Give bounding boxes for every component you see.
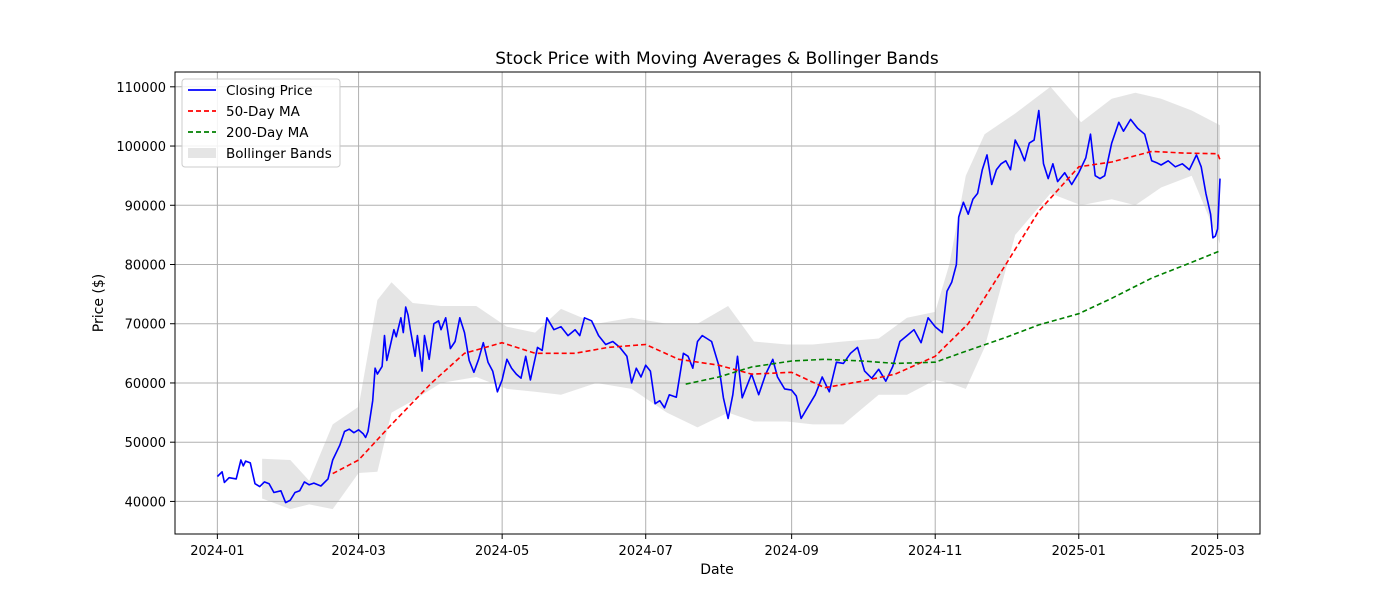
y-tick-label: 60000 — [125, 377, 166, 392]
ma200-line — [685, 250, 1221, 385]
y-tick-label: 40000 — [125, 495, 166, 510]
y-axis-title: Price ($) — [91, 274, 107, 332]
legend-label-bollinger-bands: Bollinger Bands — [226, 146, 332, 162]
x-tick-label: 2025-01 — [1052, 544, 1106, 559]
y-tick-label: 50000 — [125, 436, 166, 451]
x-tick-label: 2024-01 — [190, 544, 244, 559]
y-tick-label: 80000 — [125, 259, 166, 274]
legend-key-bollinger-bands — [188, 148, 216, 158]
ma50-line — [332, 150, 1221, 475]
plot-frame — [174, 71, 1261, 535]
legend-label-closing-price: Closing Price — [226, 83, 313, 99]
x-axis-title: Date — [700, 562, 733, 578]
legend-label-ma50: 50-Day MA — [226, 104, 301, 120]
x-tick-label: 2025-03 — [1190, 544, 1244, 559]
y-tick-label: 70000 — [125, 318, 166, 333]
y-tick-label: 110000 — [116, 81, 166, 96]
plot-area: 2024-01 2024-03 2024-05 2024-07 2024-09 2024-… — [116, 71, 1261, 559]
x-tick-label: 2024-03 — [331, 544, 385, 559]
y-tick-label: 100000 — [116, 140, 166, 155]
bollinger-band-area — [262, 86, 1221, 510]
legend: Closing Price 50-Day MA 200-Day MA Bollinge… — [181, 78, 341, 168]
legend-box — [181, 78, 341, 168]
x-tick-label: 2024-11 — [908, 544, 962, 559]
legend-label-ma200: 200-Day MA — [226, 125, 309, 141]
x-tick-label: 2024-07 — [619, 544, 673, 559]
closing-price-line — [216, 109, 1221, 504]
x-tick-label: 2024-09 — [764, 544, 818, 559]
y-tick-label: 90000 — [125, 199, 166, 214]
chart-title: Stock Price with Moving Averages & Bolli… — [495, 49, 939, 69]
x-tick-label: 2024-05 — [475, 544, 529, 559]
